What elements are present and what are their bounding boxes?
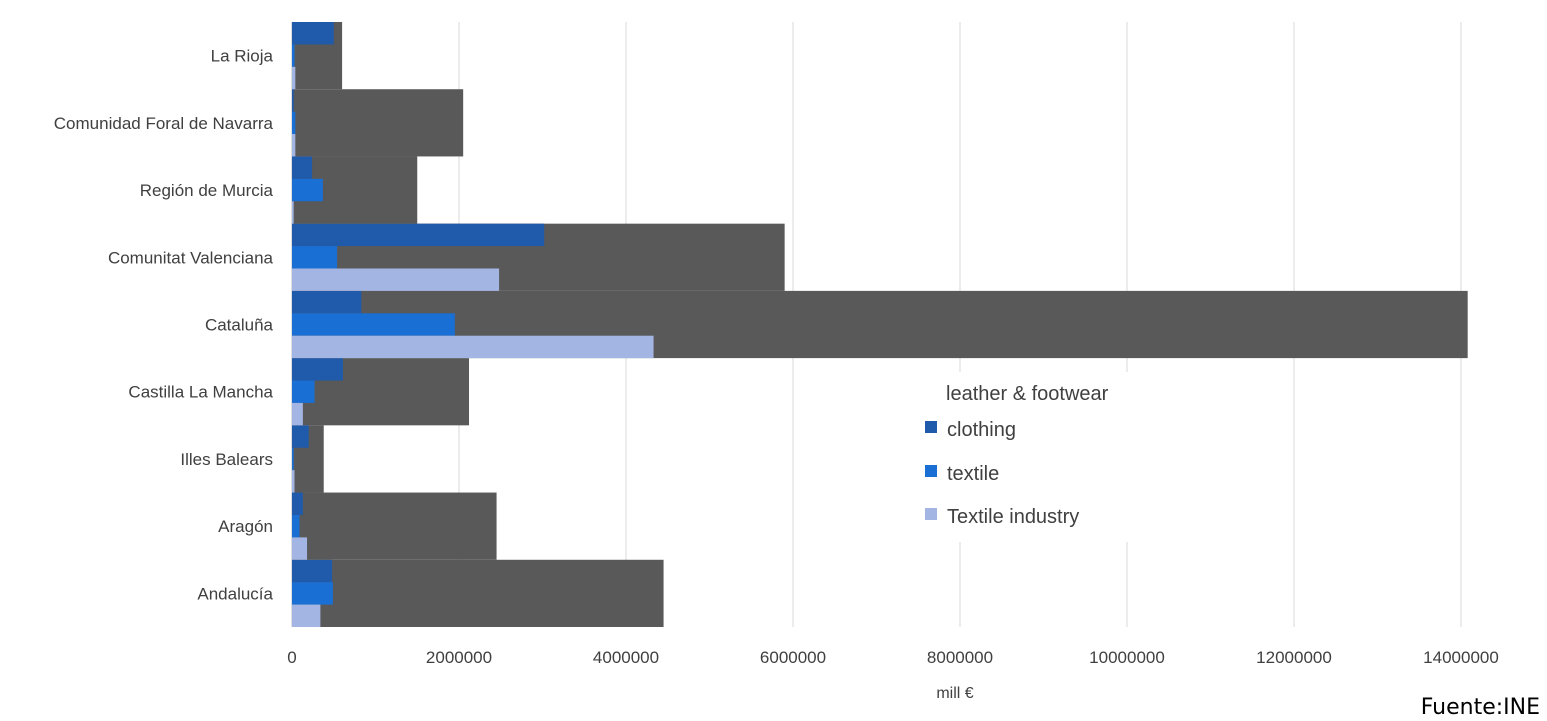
bar-clothing	[292, 425, 309, 448]
bar-textile-industry	[292, 604, 321, 627]
bar-textile	[292, 178, 323, 202]
bar-textile	[292, 514, 300, 538]
bar-textile	[292, 246, 338, 269]
bar-clothing	[292, 156, 313, 179]
bar-clothing	[292, 223, 545, 247]
category-labels: Andalucía Aragón Illes Balears Castilla La …	[54, 47, 274, 604]
x-tick-label: 10000000	[1089, 648, 1165, 667]
x-tick-label: 4000000	[593, 648, 659, 667]
bar-textile-industry	[292, 335, 654, 359]
category-label: Comunidad Foral de Navarra	[54, 114, 274, 133]
category-label: Comunitat Valenciana	[108, 248, 274, 267]
x-tick-label: 6000000	[760, 648, 826, 667]
bar-leather-footwear	[292, 492, 497, 560]
bar-clothing	[292, 290, 362, 314]
x-axis-title: mill €	[936, 685, 973, 702]
bar-clothing	[292, 89, 294, 112]
category-label: Castilla La Mancha	[128, 383, 273, 402]
legend-entry: clothing	[947, 419, 1016, 441]
legend-entry: textile	[947, 463, 999, 485]
category-label: Región de Murcia	[140, 181, 274, 200]
category-label: La Rioja	[211, 47, 274, 66]
bar-clothing	[292, 22, 334, 45]
bar-textile-industry	[292, 134, 296, 157]
x-tick-label: 14000000	[1423, 648, 1499, 667]
bar-textile-industry	[292, 470, 295, 493]
legend-entry: Textile industry	[947, 506, 1079, 528]
bar-clothing	[292, 492, 303, 515]
bar-textile-industry	[292, 66, 296, 90]
bar-textile-industry	[292, 268, 500, 291]
bars	[292, 22, 1468, 627]
legend-swatch	[925, 465, 937, 477]
bar-clothing	[292, 559, 333, 583]
bar-textile	[292, 380, 315, 403]
legend-swatch	[925, 508, 937, 520]
bar-leather-footwear	[292, 559, 664, 627]
bar-textile-industry	[292, 537, 308, 560]
x-tick-label: 8000000	[927, 648, 993, 667]
bar-clothing	[292, 358, 343, 381]
bar-textile	[292, 447, 294, 471]
bar-textile	[292, 582, 333, 605]
bar-textile-industry	[292, 201, 294, 224]
category-label: Aragón	[218, 517, 273, 536]
bar-textile	[292, 313, 455, 336]
bar-textile	[292, 44, 295, 67]
x-tick-label: 2000000	[426, 648, 492, 667]
legend-entry: leather & footwear	[946, 383, 1109, 405]
x-tick-labels: 0 2000000 4000000 6000000 8000000 10000000 120…	[287, 648, 1499, 667]
category-label: Cataluña	[205, 316, 274, 335]
legend-box	[918, 372, 1158, 542]
x-tick-label: 0	[287, 648, 296, 667]
x-tick-label: 12000000	[1256, 648, 1332, 667]
legend-swatch	[925, 421, 937, 433]
bar-leather-footwear	[292, 89, 464, 157]
source-note: Fuente:INE	[1421, 695, 1540, 720]
legend: leather & footwear clothing textile Textile…	[918, 372, 1158, 542]
bar-textile-industry	[292, 402, 303, 426]
bar-textile	[292, 111, 296, 135]
category-label: Illes Balears	[180, 450, 273, 469]
category-label: Andalucía	[197, 584, 273, 603]
